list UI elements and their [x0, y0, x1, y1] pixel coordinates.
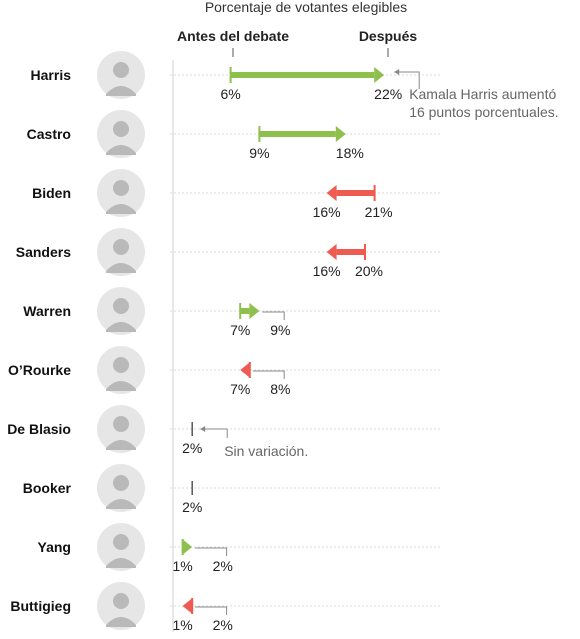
candidate-name-biden: Biden — [32, 185, 71, 201]
avatar-head-harris — [113, 62, 129, 78]
candidate-name-sanders: Sanders — [16, 244, 71, 260]
candidate-name-castro: Castro — [27, 126, 71, 142]
value-label-high-warren: 9% — [270, 322, 290, 338]
candidate-name-buttigieg: Buttigieg — [10, 598, 71, 614]
value-label-low-sanders: 16% — [313, 263, 341, 279]
arrow-head-yang — [182, 539, 193, 555]
candidate-name-yang: Yang — [38, 539, 71, 555]
candidate-name-o-rourke: O’Rourke — [8, 362, 71, 378]
avatar-head-buttigieg — [113, 593, 129, 609]
avatar-body-sanders — [106, 263, 136, 273]
arrow-shaft-warren — [240, 308, 250, 314]
arrow-head-harris — [374, 67, 385, 83]
arrow-shaft-biden — [336, 190, 375, 196]
value-label-high-biden: 21% — [365, 204, 393, 220]
chart-title: Porcentaje de votantes elegibles — [205, 0, 407, 15]
label-connector-buttigieg — [195, 606, 228, 615]
value-label-low-o-rourke: 7% — [230, 381, 250, 397]
avatar-body-harris — [106, 86, 136, 96]
value-label-de-blasio: 2% — [182, 440, 202, 456]
label-connector-warren — [262, 311, 285, 320]
candidate-name-booker: Booker — [23, 480, 72, 496]
value-label-low-buttigieg: 1% — [172, 617, 192, 633]
avatar-head-booker — [113, 475, 129, 491]
avatar-head-sanders — [113, 239, 129, 255]
avatar-body-o-rourke — [106, 381, 136, 391]
avatar-head-biden — [113, 180, 129, 196]
avatar-body-booker — [106, 499, 136, 509]
candidate-name-de-blasio: De Blasio — [7, 421, 71, 437]
arrow-head-o-rourke — [240, 362, 251, 378]
avatar-head-warren — [113, 298, 129, 314]
value-label-high-yang: 2% — [213, 558, 233, 574]
arrow-head-warren — [249, 303, 260, 319]
label-connector-yang — [195, 547, 228, 556]
value-label-high-sanders: 20% — [355, 263, 383, 279]
annotation-text-harris-1: 16 puntos porcentuales. — [409, 104, 558, 120]
value-label-low-biden: 16% — [313, 204, 341, 220]
value-label-high-castro: 18% — [336, 145, 364, 161]
arrow-shaft-castro — [259, 131, 336, 137]
value-label-low-warren: 7% — [230, 322, 250, 338]
avatar-body-buttigieg — [106, 617, 136, 627]
avatar-head-yang — [113, 534, 129, 550]
annotation-connector-harris — [394, 71, 420, 89]
after-header: Después — [359, 28, 418, 44]
arrow-head-castro — [335, 126, 346, 142]
avatar-body-yang — [106, 558, 136, 568]
avatar-body-biden — [106, 204, 136, 214]
annotation-text-de-blasio: Sin variación. — [224, 443, 308, 459]
value-label-low-castro: 9% — [249, 145, 269, 161]
value-label-low-harris: 6% — [220, 86, 240, 102]
value-label-high-harris: 22% — [374, 86, 402, 102]
annotation-arrowhead-harris — [394, 69, 400, 75]
avatar-body-castro — [106, 145, 136, 155]
annotation-text-harris-0: Kamala Harris aumentó — [409, 86, 556, 102]
candidate-name-harris: Harris — [31, 67, 72, 83]
value-label-high-buttigieg: 2% — [213, 617, 233, 633]
arrow-shaft-sanders — [336, 249, 365, 255]
avatar-head-de-blasio — [113, 416, 129, 432]
avatar-head-castro — [113, 121, 129, 137]
value-label-high-o-rourke: 8% — [270, 381, 290, 397]
arrow-head-sanders — [326, 244, 337, 260]
candidate-name-warren: Warren — [23, 303, 71, 319]
avatar-body-de-blasio — [106, 440, 136, 450]
annotation-connector-de-blasio — [200, 428, 228, 438]
label-connector-o-rourke — [252, 370, 285, 379]
annotation-arrowhead-de-blasio — [200, 426, 206, 432]
avatar-head-o-rourke — [113, 357, 129, 373]
arrow-head-biden — [326, 185, 337, 201]
value-label-low-yang: 1% — [172, 558, 192, 574]
before-header: Antes del debate — [177, 28, 289, 44]
value-label-booker: 2% — [182, 499, 202, 515]
arrow-head-buttigieg — [182, 598, 193, 614]
avatar-body-warren — [106, 322, 136, 332]
arrow-shaft-harris — [230, 72, 375, 78]
